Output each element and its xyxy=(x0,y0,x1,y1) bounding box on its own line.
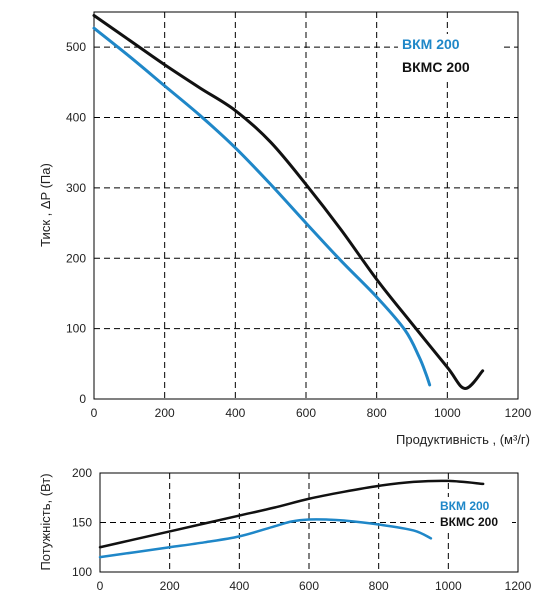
power-chart: 0 200 400 600 800 1000 1200 100 150 200 Потужніст… xyxy=(38,466,532,593)
power-legend-bkm: ВКМ 200 xyxy=(440,499,490,513)
power-x-tick-1000: 1000 xyxy=(435,579,462,593)
power-line-bkm-200 xyxy=(98,518,433,559)
power-legend-bkmc: ВКМС 200 xyxy=(440,515,498,529)
pressure-y-tick-100: 100 xyxy=(66,322,86,336)
pressure-x-tick-400: 400 xyxy=(225,406,245,420)
pressure-line-bkm-200 xyxy=(92,26,432,387)
power-y-tick-100: 100 xyxy=(72,565,92,579)
power-y-tick-200: 200 xyxy=(72,466,92,480)
power-tick-labels: 0 200 400 600 800 1000 1200 100 150 200 xyxy=(72,466,532,593)
pressure-y-tick-300: 300 xyxy=(66,181,86,195)
pressure-legend-bkmc: ВКМС 200 xyxy=(402,59,470,75)
pressure-y-tick-0: 0 xyxy=(79,392,86,406)
power-line-bkmc-200 xyxy=(98,479,485,549)
power-x-tick-0: 0 xyxy=(97,579,104,593)
power-grid xyxy=(100,473,518,572)
pressure-x-tick-200: 200 xyxy=(155,406,175,420)
power-legend: ВКМ 200 ВКМС 200 xyxy=(434,497,512,531)
pressure-series xyxy=(92,14,485,390)
power-series xyxy=(98,479,485,559)
pressure-legend-bkm: ВКМ 200 xyxy=(402,36,460,52)
pressure-x-axis-title: Продуктивність , (м³/г) xyxy=(396,432,530,447)
power-x-tick-1200: 1200 xyxy=(505,579,532,593)
pressure-x-tick-1200: 1200 xyxy=(505,406,532,420)
pressure-tick-labels: 0 200 400 600 800 1000 1200 0 100 200 300 400 500 xyxy=(66,40,532,420)
pressure-line-bkmc-200 xyxy=(92,14,485,390)
pressure-plot-frame xyxy=(93,11,519,400)
pressure-legend: ВКМ 200 ВКМС 200 xyxy=(398,34,504,78)
pressure-x-tick-1000: 1000 xyxy=(434,406,461,420)
pressure-y-tick-500: 500 xyxy=(66,40,86,54)
power-x-tick-200: 200 xyxy=(160,579,180,593)
pressure-x-tick-600: 600 xyxy=(296,406,316,420)
pressure-y-axis-title: Тиск , ΔP (Па) xyxy=(38,163,53,247)
pressure-chart: 0 200 400 600 800 1000 1200 0 100 200 300 400 500 Ти… xyxy=(38,11,532,447)
power-x-tick-600: 600 xyxy=(299,579,319,593)
pressure-x-tick-0: 0 xyxy=(91,406,98,420)
pressure-y-tick-400: 400 xyxy=(66,111,86,125)
power-x-tick-400: 400 xyxy=(229,579,249,593)
power-plot-frame xyxy=(99,472,519,573)
power-y-tick-150: 150 xyxy=(72,516,92,530)
pressure-y-tick-200: 200 xyxy=(66,251,86,265)
power-x-tick-800: 800 xyxy=(369,579,389,593)
power-y-axis-title: Потужність, (Вт) xyxy=(38,473,53,570)
pressure-x-tick-800: 800 xyxy=(367,406,387,420)
